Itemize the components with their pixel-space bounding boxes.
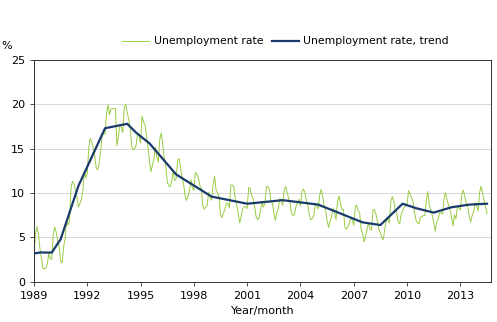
Unemployment rate xyxy=(422,214,428,218)
Unemployment rate, trend xyxy=(31,251,37,255)
Unemployment rate xyxy=(123,102,129,106)
Unemployment rate xyxy=(429,213,435,217)
Unemployment rate, trend xyxy=(124,122,130,126)
Y-axis label: %: % xyxy=(1,41,12,51)
Unemployment rate xyxy=(484,212,490,216)
Legend: Unemployment rate, Unemployment rate, trend: Unemployment rate, Unemployment rate, tr… xyxy=(118,32,453,51)
Unemployment rate xyxy=(31,258,37,262)
Unemployment rate, trend xyxy=(260,200,266,204)
Unemployment rate xyxy=(259,200,265,204)
Line: Unemployment rate: Unemployment rate xyxy=(34,104,487,269)
Unemployment rate, trend xyxy=(428,210,434,214)
Unemployment rate xyxy=(358,227,364,231)
X-axis label: Year/month: Year/month xyxy=(231,307,295,317)
Line: Unemployment rate, trend: Unemployment rate, trend xyxy=(34,124,487,253)
Unemployment rate xyxy=(40,267,46,270)
Unemployment rate, trend xyxy=(257,201,263,204)
Unemployment rate, trend xyxy=(484,202,490,206)
Unemployment rate, trend xyxy=(420,208,426,212)
Unemployment rate xyxy=(400,209,406,213)
Unemployment rate, trend xyxy=(357,219,363,223)
Unemployment rate xyxy=(262,201,268,205)
Unemployment rate, trend xyxy=(398,203,404,207)
